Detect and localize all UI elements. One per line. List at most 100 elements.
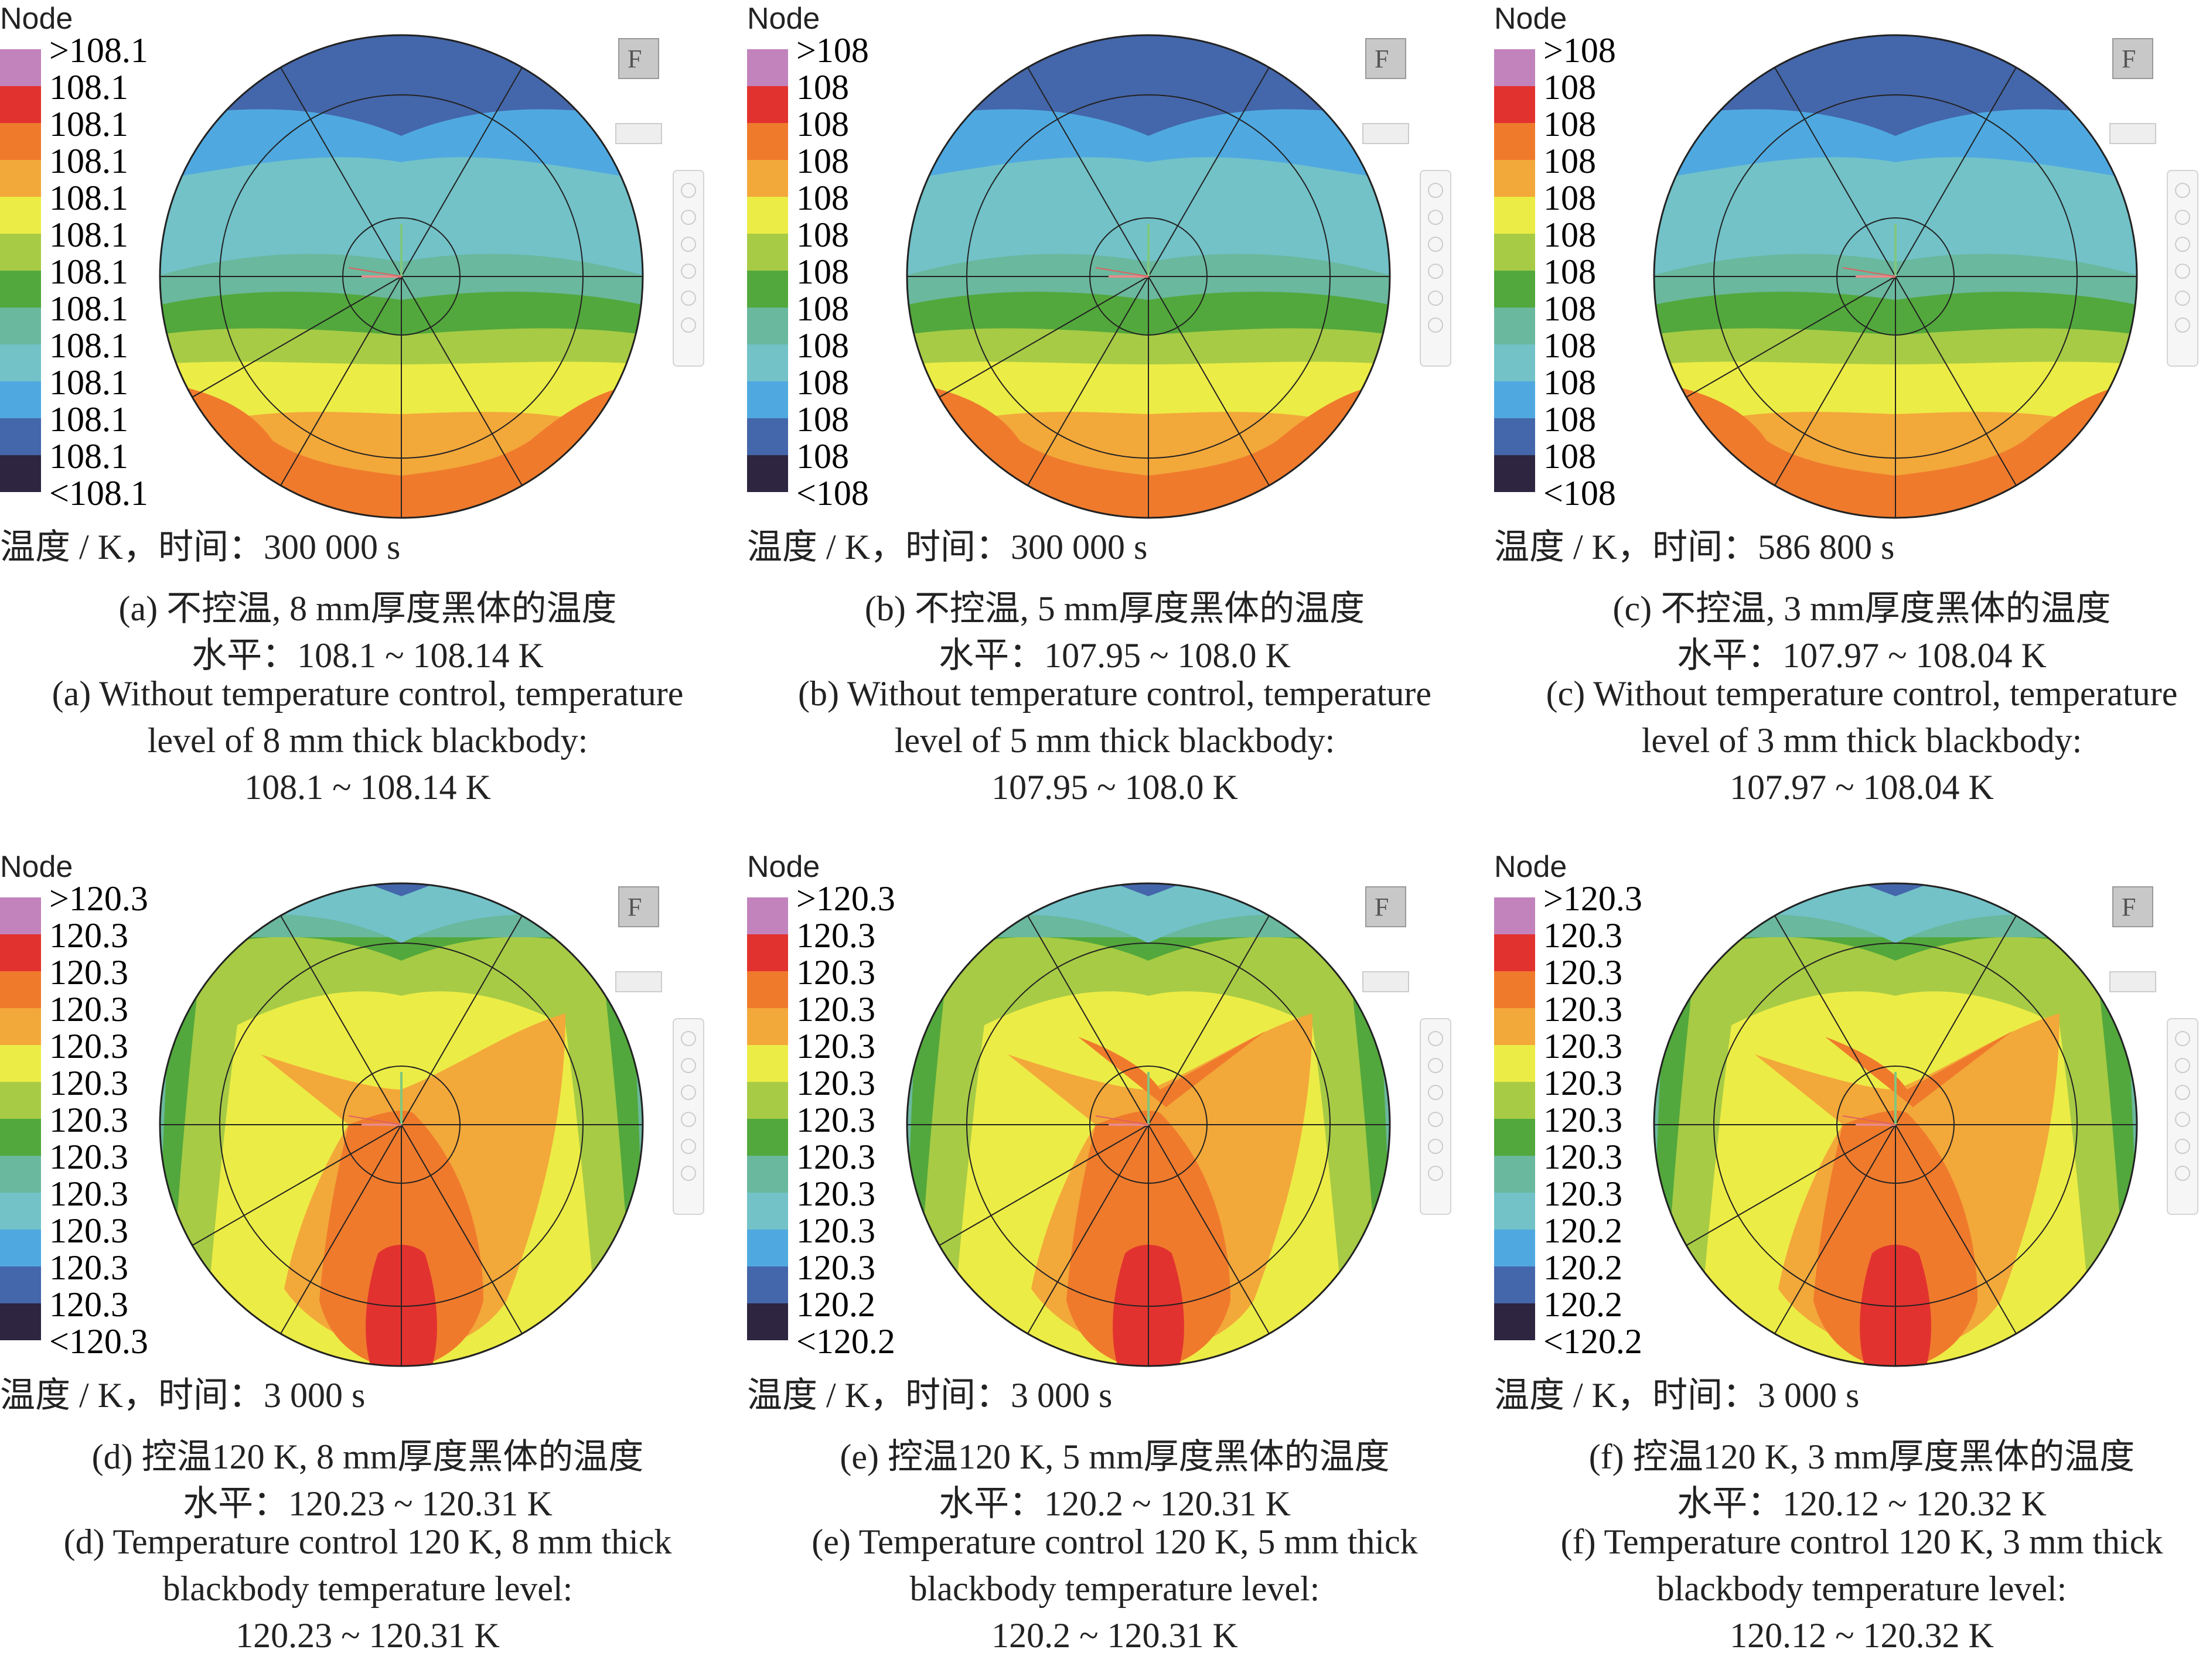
legend-swatch — [747, 455, 788, 492]
time-info: 温度 / K，时间：3 000 s — [747, 1367, 1112, 1418]
legend-swatch — [747, 234, 788, 271]
toolbar-icon — [2175, 1031, 2190, 1046]
legend-swatch — [0, 197, 41, 234]
legend-swatch — [1494, 418, 1535, 455]
legend-value: 108.1 — [49, 68, 128, 107]
info-prefix: 温度 / K，时间： — [1494, 1376, 1758, 1415]
legend-value: 108.1 — [49, 216, 128, 254]
viewport-tag — [1362, 971, 1409, 992]
toolbar-icon — [681, 1139, 696, 1154]
legend-value: 108 — [796, 363, 849, 402]
node-label: Node — [0, 850, 73, 884]
contour-band — [160, 883, 643, 1366]
caption-caption-en-2: blackbody temperature level: — [1656, 1569, 2067, 1608]
caption-caption-cn: (e) 控温120 K, 5 mm厚度黑体的温度 — [840, 1437, 1390, 1476]
legend-swatch — [0, 934, 41, 971]
caption-caption-cn: (c) 不控温, 3 mm厚度黑体的温度 — [1612, 589, 2111, 628]
legend-value: 108 — [796, 400, 849, 439]
toolbar-icon — [681, 1058, 696, 1073]
legend-value: 120.2 — [1543, 1285, 1622, 1324]
caption-level-cn: 水平：120.2 ~ 120.31 K — [939, 1484, 1291, 1523]
legend-value: >108 — [796, 31, 869, 70]
axis-triad-icon — [1095, 224, 1150, 278]
time-info: 温度 / K，时间：3 000 s — [1494, 1367, 1859, 1418]
caption-caption-cn: (d) 控温120 K, 8 mm厚度黑体的温度 — [91, 1437, 644, 1476]
legend-value: 120.3 — [796, 1174, 875, 1213]
legend-value: 120.3 — [1543, 916, 1622, 955]
caption-caption-en-2: blackbody temperature level: — [162, 1569, 573, 1608]
legend-value: 120.2 — [1543, 1248, 1622, 1287]
legend-swatch — [0, 1082, 41, 1119]
view-cube-icon: F — [2112, 886, 2153, 927]
legend-swatch — [747, 1230, 788, 1266]
legend-value: 120.3 — [49, 916, 128, 955]
info-prefix: 温度 / K，时间： — [747, 1376, 1011, 1415]
legend-value: 120.3 — [49, 1211, 128, 1250]
legend-swatch — [1494, 934, 1535, 971]
panel-c: Node >108 108 108 108 108 108 108 108 108 108 108 10… — [1494, 0, 2206, 832]
temperature-contour-disk — [906, 882, 1391, 1367]
time-value: 586 800 s — [1758, 528, 1895, 566]
legend-swatch — [747, 160, 788, 197]
legend-value: 120.3 — [49, 1101, 128, 1139]
temperature-contour-disk — [906, 34, 1391, 519]
contour-band — [354, 883, 448, 896]
legend-swatch — [0, 971, 41, 1008]
legend-value: 120.3 — [796, 916, 875, 955]
node-label: Node — [0, 2, 73, 36]
legend-value: >108.1 — [49, 31, 148, 70]
info-prefix: 温度 / K，时间： — [747, 528, 1011, 566]
caption-caption-en-1: (d) Temperature control 120 K, 8 mm thic… — [63, 1522, 672, 1561]
legend-value: 108.1 — [49, 252, 128, 291]
viewport-toolbar — [2167, 1018, 2198, 1215]
legend-swatch — [0, 1193, 41, 1230]
legend-value: 108 — [796, 326, 849, 365]
toolbar-icon — [681, 210, 696, 225]
legend-swatch — [1494, 1266, 1535, 1303]
legend-value: 108 — [1543, 142, 1596, 180]
viewport-tag — [615, 123, 662, 144]
legend-value: 120.3 — [1543, 990, 1622, 1029]
legend-value: 120.3 — [1543, 953, 1622, 992]
legend-swatch — [1494, 86, 1535, 123]
legend-swatch — [747, 1156, 788, 1193]
axis-triad-icon — [348, 224, 403, 278]
legend-value: 108 — [796, 142, 849, 180]
legend-value: >108 — [1543, 31, 1616, 70]
legend-swatch — [747, 49, 788, 86]
toolbar-icon — [2175, 237, 2190, 252]
toolbar-icon — [2175, 1166, 2190, 1181]
time-value: 3 000 s — [264, 1376, 366, 1415]
legend-value: 120.3 — [49, 1138, 128, 1176]
toolbar-icon — [681, 317, 696, 333]
legend-swatch — [0, 1119, 41, 1156]
legend-value: <108 — [1543, 474, 1616, 513]
legend-swatch — [747, 897, 788, 934]
legend-swatch — [0, 1008, 41, 1045]
toolbar-icon — [2175, 291, 2190, 306]
legend-swatch — [1494, 1119, 1535, 1156]
viewport-toolbar — [1420, 170, 1451, 367]
legend-swatch — [1494, 344, 1535, 381]
legend-value: 120.3 — [49, 1174, 128, 1213]
caption-caption-cn: (f) 控温120 K, 3 mm厚度黑体的温度 — [1588, 1437, 2135, 1476]
toolbar-icon — [681, 1085, 696, 1100]
toolbar-icon — [1428, 183, 1443, 198]
legend-swatch — [747, 1119, 788, 1156]
toolbar-icon — [2175, 264, 2190, 279]
legend-value: 120.3 — [1543, 1027, 1622, 1066]
toolbar-icon — [2175, 317, 2190, 333]
legend-value: 108 — [796, 179, 849, 217]
legend-value: 120.3 — [796, 990, 875, 1029]
toolbar-icon — [1428, 264, 1443, 279]
legend-value: 108 — [796, 252, 849, 291]
legend-swatch — [1494, 455, 1535, 492]
legend-value: 108 — [1543, 363, 1596, 402]
toolbar-icon — [2175, 183, 2190, 198]
legend-value: <108.1 — [49, 474, 148, 513]
legend-swatch — [0, 1303, 41, 1340]
viewport-toolbar — [2167, 170, 2198, 367]
legend-value: 108 — [1543, 437, 1596, 476]
legend-value: 120.3 — [796, 1027, 875, 1066]
viewport-tag — [2109, 123, 2156, 144]
